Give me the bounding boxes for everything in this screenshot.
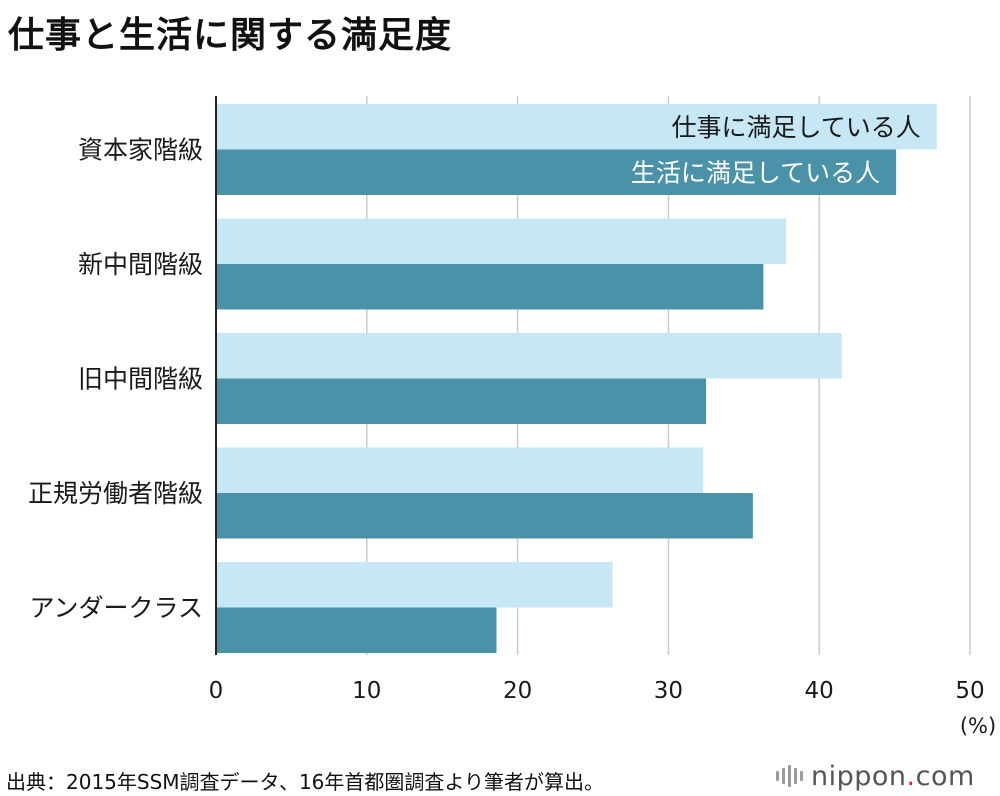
x-unit-label: (%): [960, 714, 996, 738]
legend-label-0: 仕事に満足している人: [672, 113, 921, 142]
category-label-2: 旧中間階級: [78, 365, 203, 394]
bar-work-4: [216, 562, 613, 608]
logo-suffix: com: [915, 760, 975, 792]
logo-name: nippon: [811, 760, 907, 792]
category-label-4: アンダークラス: [29, 594, 203, 623]
nippon-logo: nippon.com: [776, 760, 975, 792]
bar-life-3: [216, 493, 753, 539]
logo-mark-icon: [776, 765, 803, 787]
bar-work-3: [216, 447, 704, 493]
x-tick-label-20: 20: [503, 678, 532, 704]
category-label-1: 新中間階級: [78, 250, 203, 279]
x-tick-label-30: 30: [654, 678, 683, 704]
bar-work-1: [216, 218, 787, 264]
bar-life-1: [216, 264, 764, 310]
category-label-0: 資本家階級: [78, 136, 203, 165]
category-label-3: 正規労働者階級: [28, 479, 203, 508]
bar-life-4: [216, 607, 497, 653]
bar-work-0: [216, 104, 937, 150]
bar-work-2: [216, 333, 842, 379]
x-tick-label-40: 40: [805, 678, 834, 704]
bar-life-0: [216, 149, 897, 195]
x-tick-label-50: 50: [955, 678, 984, 704]
x-tick-label-10: 10: [352, 678, 381, 704]
legend-label-1: 生活に満足している人: [631, 158, 880, 187]
x-tick-label-0: 0: [209, 678, 224, 704]
logo-dot: .: [906, 760, 916, 792]
source-note: 出典：2015年SSM調査データ、16年首都圏調査より筆者が算出。: [6, 770, 604, 794]
chart-title: 仕事と生活に関する満足度: [8, 15, 453, 56]
bar-life-2: [216, 378, 707, 424]
